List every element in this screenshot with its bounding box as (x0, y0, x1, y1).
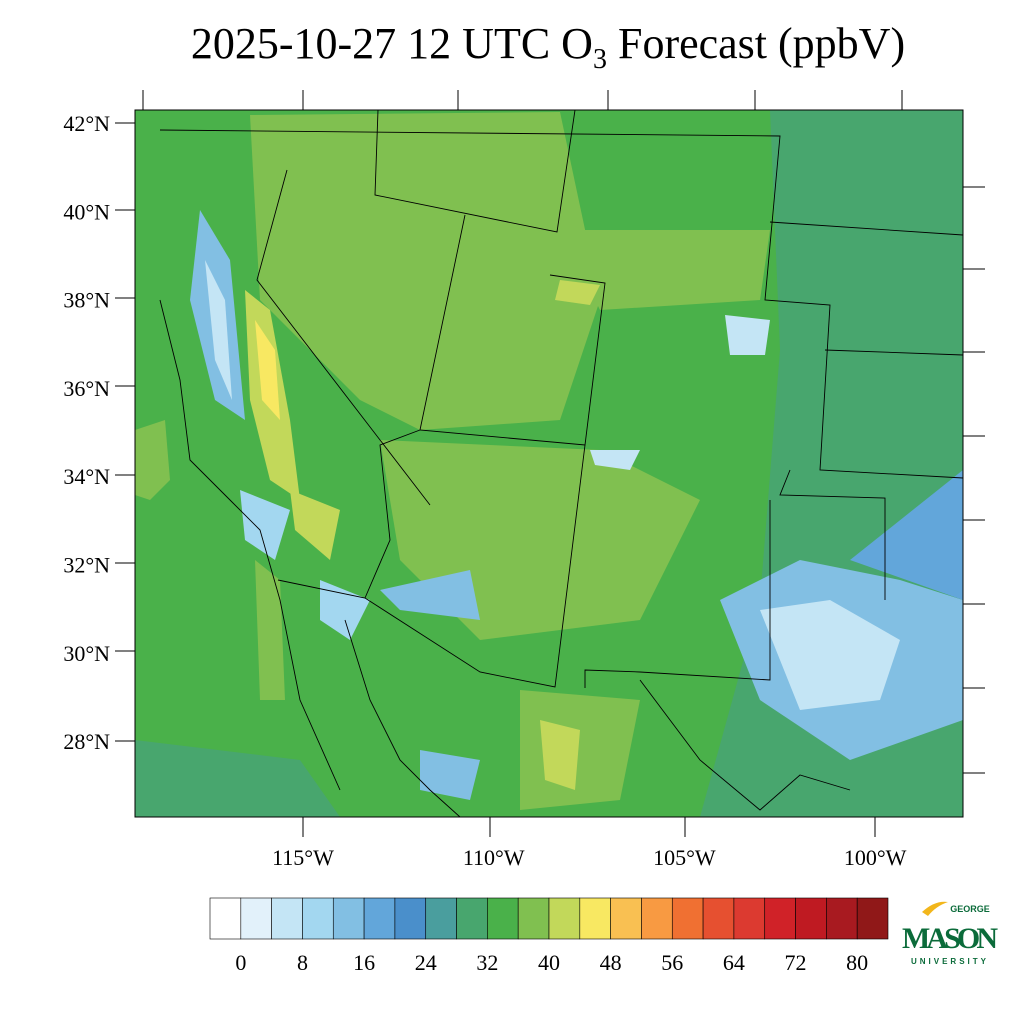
lon-labels: 115°W 110°W 105°W 100°W (272, 845, 906, 870)
colorbar-box (425, 897, 457, 940)
colorbar-box (456, 897, 488, 940)
colorbar-box (394, 897, 427, 940)
lat-label: 30°N (63, 641, 110, 666)
lat-label: 28°N (63, 729, 110, 754)
lat-label: 32°N (63, 553, 110, 578)
colorbar-box (610, 897, 642, 940)
colorbar-label: 24 (415, 950, 437, 975)
lat-label: 36°N (63, 376, 110, 401)
title-main: 2025-10-27 12 UTC O (191, 19, 593, 68)
lon-label: 110°W (463, 845, 525, 870)
lat-labels: 42°N 40°N 38°N 36°N 34°N 32°N 30°N 28°N (63, 111, 110, 754)
colorbar-label: 48 (600, 950, 622, 975)
colorbar-box (332, 897, 365, 940)
map (115, 90, 985, 837)
lon-label: 105°W (653, 845, 716, 870)
colorbar-box (795, 897, 827, 940)
colorbar-box (764, 897, 796, 940)
lat-label: 38°N (63, 288, 110, 313)
colorbar-box (209, 897, 242, 940)
colorbar-box (548, 897, 581, 940)
title-subscript: 3 (593, 44, 607, 75)
lon-label: 115°W (272, 845, 334, 870)
colorbar-box (641, 897, 673, 940)
lat-label: 42°N (63, 111, 110, 136)
title-rest: Forecast (ppbV) (607, 19, 905, 68)
colorbar-label: 80 (846, 950, 868, 975)
lat-label: 34°N (63, 464, 110, 489)
colorbar-box (579, 897, 611, 940)
colorbar-label: 72 (785, 950, 807, 975)
colorbar: 0 8 16 24 32 40 48 56 64 72 80 (209, 897, 889, 975)
colorbar-label: 8 (297, 950, 308, 975)
logo-main: MASON (902, 922, 998, 955)
map-frame (134, 109, 964, 818)
colorbar-box (671, 897, 704, 940)
title: 2025-10-27 12 UTC O3 Forecast (ppbV) (191, 19, 905, 75)
colorbar-box (856, 897, 889, 940)
colorbar-box (271, 897, 303, 940)
colorbar-box (733, 897, 766, 940)
colorbar-box (302, 897, 334, 940)
lat-label: 40°N (63, 199, 110, 224)
colorbar-label: 40 (538, 950, 560, 975)
lon-label: 100°W (844, 845, 907, 870)
logo-bottom: UNIVERSITY (911, 957, 989, 966)
colorbar-box (240, 897, 272, 940)
colorbar-box (826, 897, 858, 940)
colorbar-box (487, 897, 519, 940)
colorbar-label: 16 (353, 950, 375, 975)
logo: GEORGE MASON UNIVERSITY (902, 901, 998, 966)
colorbar-box (363, 897, 396, 940)
colorbar-label: 0 (235, 950, 246, 975)
colorbar-box (702, 897, 735, 940)
colorbar-label: 32 (476, 950, 498, 975)
colorbar-label: 64 (723, 950, 745, 975)
colorbar-label: 56 (661, 950, 683, 975)
logo-top: GEORGE (950, 904, 990, 914)
colorbar-box (517, 897, 550, 940)
